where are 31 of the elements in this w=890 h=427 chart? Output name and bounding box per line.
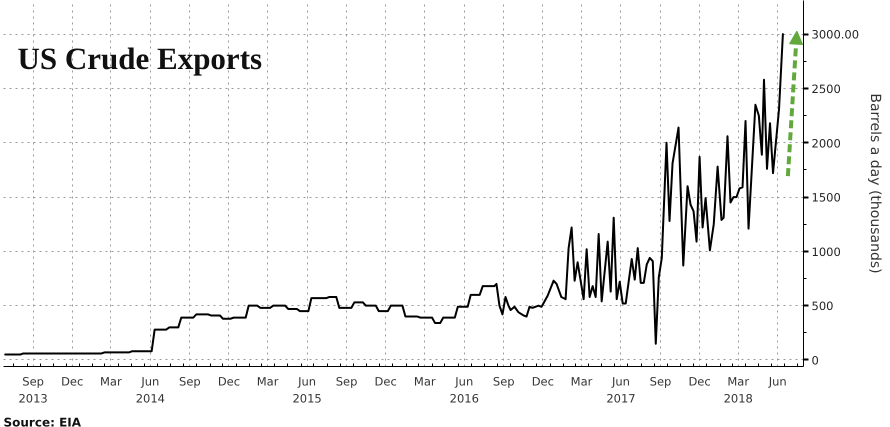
x-tick-label: Jun 2016 [450,374,479,406]
x-tick-label: Mar 2018 [724,374,753,406]
x-tick-label: Jun [768,374,787,388]
y-tick-label: 500 [812,299,834,314]
y-tick-label: 0 [812,353,819,368]
source-note: Source: EIA [4,416,82,427]
x-tick-label: Mar [414,374,436,388]
y-tick-label: 2500 [812,82,841,96]
line-series [4,33,784,356]
x-tick-label: Dec [218,374,240,388]
x-tick-label: Sep [179,374,201,388]
x-tick-label: Jun 2014 [136,374,166,406]
x-tick-label: Dec [532,374,554,388]
x-tick-label: Sep [336,374,358,388]
y-axis-title: Barrels a day (thousands) [867,93,884,274]
text: US Crude Exports [18,41,262,76]
x-tick-label: Mar [256,374,279,388]
x-tick-label: Sep [650,374,672,388]
x-tick-label: Mar [570,374,593,388]
y-tick-label: 3000.00 [812,28,860,42]
x-tick-label: Dec [688,374,711,388]
x-tick-label: Sep 2013 [18,374,48,406]
x-tick-label: Jun 2015 [292,374,322,406]
x-tick-label: Mar [100,374,122,388]
y-tick-label: 2000 [812,136,841,150]
x-tick-label: Dec [61,374,84,388]
y-tick-label: 1500 [812,190,841,205]
x-tick-label: Sep [492,374,515,388]
x-tick-label: Jun 2017 [606,374,636,406]
x-tick-label: Dec [374,374,397,388]
y-tick-label: 1000 [812,244,841,259]
